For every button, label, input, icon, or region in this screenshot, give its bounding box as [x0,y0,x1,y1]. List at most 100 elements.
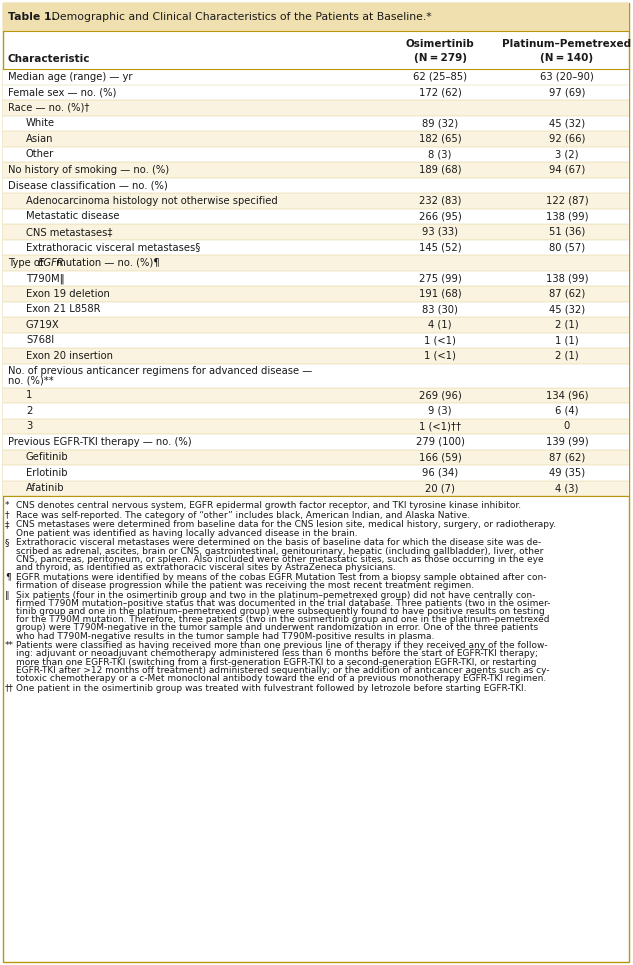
Text: Female sex — no. (%): Female sex — no. (%) [8,87,116,97]
Text: 96 (34): 96 (34) [422,468,458,478]
Text: mutation — no. (%)¶: mutation — no. (%)¶ [53,258,160,267]
Text: Median age (range) — yr: Median age (range) — yr [8,71,132,82]
Text: 2: 2 [26,405,32,416]
Text: 45 (32): 45 (32) [549,119,585,128]
Text: group) were T790M-negative in the tumor sample and underwent randomization in er: group) were T790M-negative in the tumor … [16,623,538,632]
Text: S768I: S768I [26,335,54,345]
Text: **: ** [5,641,14,650]
Text: 189 (68): 189 (68) [419,165,461,175]
Text: Exon 21 L858R: Exon 21 L858R [26,304,101,315]
Text: Demographic and Clinical Characteristics of the Patients at Baseline.*: Demographic and Clinical Characteristics… [48,12,432,22]
Text: 4 (1): 4 (1) [429,319,452,330]
Text: No history of smoking — no. (%): No history of smoking — no. (%) [8,165,169,175]
Text: G719X: G719X [26,319,60,330]
Text: 122 (87): 122 (87) [546,196,588,206]
Text: No. of previous anticancer regimens for advanced disease —: No. of previous anticancer regimens for … [8,366,315,375]
Text: 145 (52): 145 (52) [418,242,461,252]
Bar [3,239,629,255]
Text: 266 (95): 266 (95) [418,211,461,221]
Text: 49 (35): 49 (35) [549,468,585,478]
Text: One patient was identified as having locally advanced disease in the brain.: One patient was identified as having loc… [16,529,358,538]
Bar [3,147,629,162]
Text: who had T790M-negative results in the tumor sample had T790M-positive results in: who had T790M-negative results in the tu… [16,631,434,641]
Text: 3 (2): 3 (2) [555,150,579,159]
Text: †: † [5,510,9,520]
Text: ‖: ‖ [5,591,9,599]
Text: 6 (4): 6 (4) [555,405,579,416]
Text: Patients were classified as having received more than one previous line of thera: Patients were classified as having recei… [16,641,548,650]
Bar [3,162,629,178]
Text: firmation of disease progression while the patient was receiving the most recent: firmation of disease progression while t… [16,581,474,590]
Text: Erlotinib: Erlotinib [26,468,68,478]
Text: 89 (32): 89 (32) [422,119,458,128]
Text: EGFR-TKI after >12 months off treatment) administered sequentially; or the addit: EGFR-TKI after >12 months off treatment)… [16,666,549,675]
Bar [3,3,629,31]
Text: 92 (66): 92 (66) [549,134,585,144]
Text: 8 (3): 8 (3) [429,150,452,159]
Text: Exon 20 insertion: Exon 20 insertion [26,350,113,361]
Text: (N = 140): (N = 140) [541,53,594,63]
Text: *: * [5,501,9,510]
Bar [3,286,629,301]
Bar [3,116,629,131]
Bar [3,85,629,100]
Text: ing: adjuvant or neoadjuvant chemotherapy administered less than 6 months before: ing: adjuvant or neoadjuvant chemotherap… [16,649,538,658]
Text: 87 (62): 87 (62) [549,453,585,462]
Text: and thyroid, as identified as extrathoracic visceral sites by AstraZeneca physic: and thyroid, as identified as extrathora… [16,563,396,572]
Bar [3,333,629,348]
Text: scribed as adrenal, ascites, brain or CNS, gastrointestinal, genitourinary, hepa: scribed as adrenal, ascites, brain or CN… [16,546,543,556]
Text: Extrathoracic visceral metastases§: Extrathoracic visceral metastases§ [26,242,201,252]
Bar [3,364,629,388]
Bar [3,178,629,193]
Text: ‡: ‡ [5,520,9,530]
Text: ††: †† [5,683,14,693]
Text: 4 (3): 4 (3) [555,483,579,493]
Text: Afatinib: Afatinib [26,483,65,493]
Text: (N = 279): (N = 279) [413,53,467,63]
Bar [3,224,629,239]
Text: Extrathoracic visceral metastases were determined on the basis of baseline data : Extrathoracic visceral metastases were d… [16,538,541,547]
Text: Exon 19 deletion: Exon 19 deletion [26,289,110,299]
Bar [3,69,629,85]
Text: 269 (96): 269 (96) [418,390,461,400]
Text: §: § [5,538,9,547]
Text: 45 (32): 45 (32) [549,304,585,315]
Text: CNS, pancreas, peritoneum, or spleen. Also included were other metastatic sites,: CNS, pancreas, peritoneum, or spleen. Al… [16,555,544,564]
Text: Gefitinib: Gefitinib [26,453,68,462]
Text: 279 (100): 279 (100) [415,437,465,447]
Text: Table 1.: Table 1. [8,12,56,22]
Text: 138 (99): 138 (99) [546,211,588,221]
Bar [3,450,629,465]
Text: Metastatic disease: Metastatic disease [26,211,120,221]
Text: 51 (36): 51 (36) [549,227,585,236]
Text: 1: 1 [26,390,32,400]
Bar [3,131,629,147]
Text: Asian: Asian [26,134,54,144]
Text: EGFR: EGFR [38,258,65,267]
Text: T790M‖: T790M‖ [26,273,65,284]
Text: 1 (1): 1 (1) [555,335,579,345]
Text: 1 (<1)††: 1 (<1)†† [419,422,461,431]
Bar [3,100,629,116]
Text: White: White [26,119,55,128]
Text: 2 (1): 2 (1) [555,319,579,330]
Text: 2 (1): 2 (1) [555,350,579,361]
Text: Race was self-reported. The category of “other” includes black, American Indian,: Race was self-reported. The category of … [16,510,470,520]
Text: 87 (62): 87 (62) [549,289,585,299]
Text: 0: 0 [564,422,570,431]
Text: Previous EGFR-TKI therapy — no. (%): Previous EGFR-TKI therapy — no. (%) [8,437,192,447]
Text: 80 (57): 80 (57) [549,242,585,252]
Bar [3,388,629,403]
Bar [3,481,629,496]
Bar [3,348,629,364]
Bar [3,301,629,317]
Text: Race — no. (%)†: Race — no. (%)† [8,102,89,113]
Text: 138 (99): 138 (99) [546,273,588,284]
Text: 139 (99): 139 (99) [546,437,588,447]
Text: One patient in the osimertinib group was treated with fulvestrant followed by le: One patient in the osimertinib group was… [16,683,527,693]
Text: firmed T790M mutation–positive status that was documented in the trial database.: firmed T790M mutation–positive status th… [16,598,550,608]
Bar [3,403,629,419]
Bar [3,270,629,286]
Text: CNS denotes central nervous system, EGFR epidermal growth factor receptor, and T: CNS denotes central nervous system, EGFR… [16,501,521,510]
Text: for the T790M mutation. Therefore, three patients (two in the osimertinib group : for the T790M mutation. Therefore, three… [16,615,549,624]
